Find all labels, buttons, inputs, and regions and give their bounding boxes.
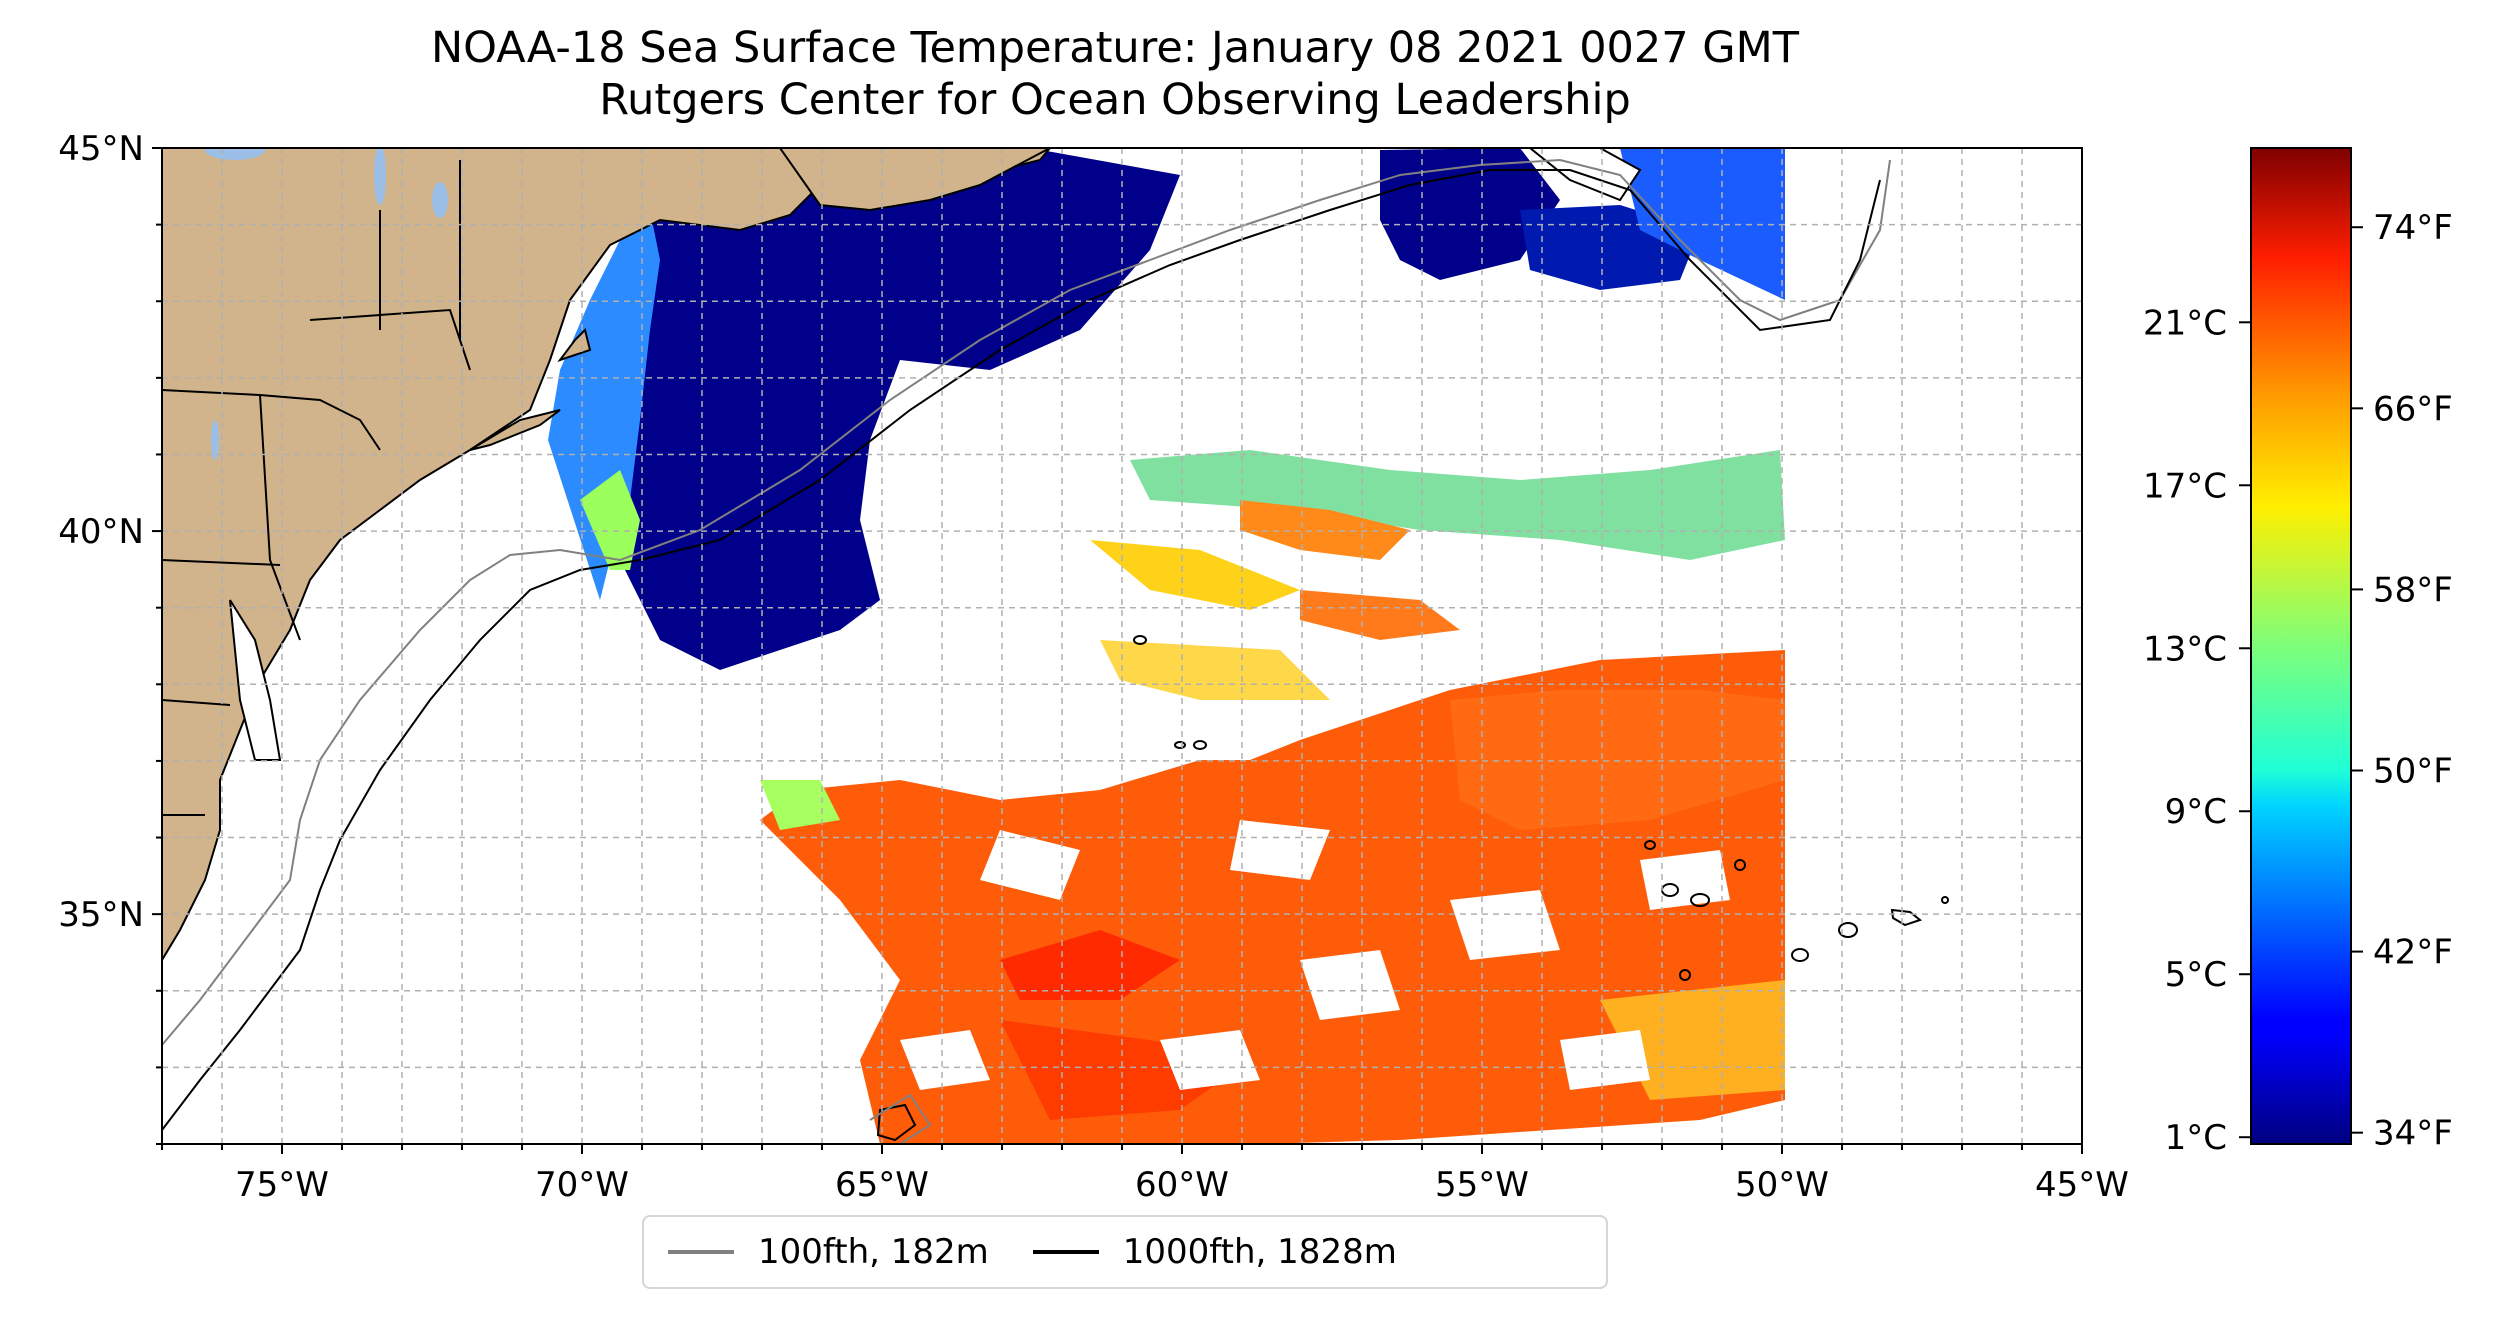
- lon-tick-label: 70°W: [535, 1165, 629, 1205]
- legend: 100fth, 182m 1000fth, 1828m: [642, 1215, 1608, 1289]
- legend-item-1000fth: 1000fth, 1828m: [1032, 1232, 1397, 1272]
- colorbar-c-label: 17°C: [2143, 466, 2227, 506]
- lon-tick-label: 50°W: [1735, 1165, 1829, 1205]
- colorbar-f-label: 74°F: [2373, 208, 2453, 248]
- colorbar-c-label: 13°C: [2143, 629, 2227, 669]
- legend-label-100fth: 100fth, 182m: [758, 1232, 989, 1272]
- title-line-1: NOAA-18 Sea Surface Temperature: January…: [431, 23, 1799, 73]
- bathymetry-contours: [162, 158, 1949, 1144]
- colorbar-c-label: 21°C: [2143, 303, 2227, 343]
- colorbar-c-label: 1°C: [2165, 1118, 2227, 1158]
- longitude-labels: 75°W 70°W 65°W 60°W 55°W 50°W 45°W: [235, 1165, 2129, 1205]
- colorbar-frame: [2250, 147, 2352, 1145]
- lon-tick-label: 55°W: [1435, 1165, 1529, 1205]
- axis-ticks: [152, 147, 2083, 1154]
- lon-tick-label: 75°W: [235, 1165, 329, 1205]
- chart-title: NOAA-18 Sea Surface Temperature: January…: [0, 22, 2230, 126]
- lat-tick-label: 35°N: [58, 895, 144, 935]
- lat-tick-label: 45°N: [58, 129, 144, 169]
- colorbar-c-label: 9°C: [2165, 792, 2227, 832]
- lon-tick-label: 65°W: [835, 1165, 929, 1205]
- colorbar-fahrenheit-ticks: 34°F 42°F 50°F 58°F 66°F 74°F: [2351, 208, 2453, 1154]
- colorbar-f-label: 42°F: [2373, 933, 2453, 973]
- sst-data-layer: [548, 148, 1785, 1144]
- legend-line-grey: [668, 1250, 734, 1254]
- map-area: [162, 148, 2082, 1144]
- legend-line-black: [1032, 1250, 1099, 1254]
- colorbar-f-label: 66°F: [2373, 389, 2453, 429]
- colorbar-f-label: 58°F: [2373, 570, 2453, 610]
- colorbar-f-label: 34°F: [2373, 1114, 2453, 1154]
- lat-tick-label: 40°N: [58, 512, 144, 552]
- lon-tick-label: 60°W: [1135, 1165, 1229, 1205]
- legend-item-100fth: 100fth, 182m: [668, 1232, 989, 1272]
- title-line-2: Rutgers Center for Ocean Observing Leade…: [599, 75, 1631, 125]
- latitude-labels: 45°N 40°N 35°N: [58, 129, 144, 935]
- colorbar-c-label: 5°C: [2165, 955, 2227, 995]
- land-mass: [162, 148, 1642, 962]
- legend-label-1000fth: 1000fth, 1828m: [1122, 1232, 1397, 1272]
- colorbar-f-label: 50°F: [2373, 752, 2453, 792]
- map-gridlines: [162, 148, 2082, 1144]
- lon-tick-label: 45°W: [2035, 1165, 2129, 1205]
- colorbar: [2251, 148, 2351, 1144]
- colorbar-celsius-ticks: 1°C 5°C 9°C 13°C 17°C 21°C: [2143, 303, 2251, 1158]
